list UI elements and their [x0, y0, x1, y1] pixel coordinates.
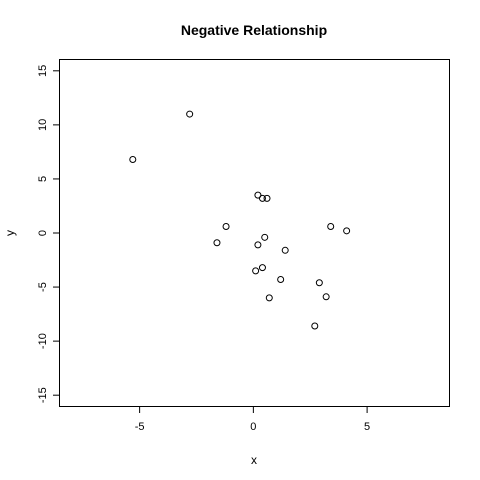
- data-point: [186, 110, 194, 118]
- x-axis: -5 0 5: [135, 406, 370, 433]
- data-point: [327, 223, 335, 231]
- data-point: [265, 294, 273, 302]
- y-tick-label: 15: [37, 65, 49, 77]
- data-point: [213, 239, 221, 247]
- data-point: [252, 267, 260, 275]
- y-tick-label: -5: [37, 282, 49, 292]
- data-point: [258, 194, 266, 202]
- data-point: [222, 223, 230, 231]
- y-tick-label: 5: [37, 176, 49, 182]
- data-point: [263, 194, 271, 202]
- data-point: [311, 322, 319, 330]
- y-axis-label: y: [3, 230, 17, 236]
- data-point: [277, 275, 285, 283]
- x-tick-label: 0: [250, 421, 256, 433]
- x-tick-label: -5: [135, 421, 145, 433]
- plot-frame: [59, 59, 450, 407]
- data-points: [129, 110, 351, 330]
- x-tick-label: 5: [364, 421, 370, 433]
- data-point: [254, 191, 262, 199]
- y-tick-label: -10: [37, 333, 49, 349]
- data-point: [261, 233, 269, 241]
- y-tick-label: -15: [37, 387, 49, 403]
- y-axis: -15 -10 -5 0 5 10 15: [37, 65, 60, 403]
- data-point: [281, 246, 289, 254]
- data-point: [254, 241, 262, 249]
- data-point: [129, 155, 137, 163]
- y-tick-label: 0: [37, 230, 49, 236]
- x-axis-label: x: [251, 453, 257, 467]
- data-point: [322, 293, 330, 301]
- data-point: [343, 227, 351, 235]
- chart-title: Negative Relationship: [181, 22, 327, 38]
- data-point: [258, 264, 266, 272]
- y-tick-label: 10: [37, 119, 49, 131]
- data-point: [315, 279, 323, 287]
